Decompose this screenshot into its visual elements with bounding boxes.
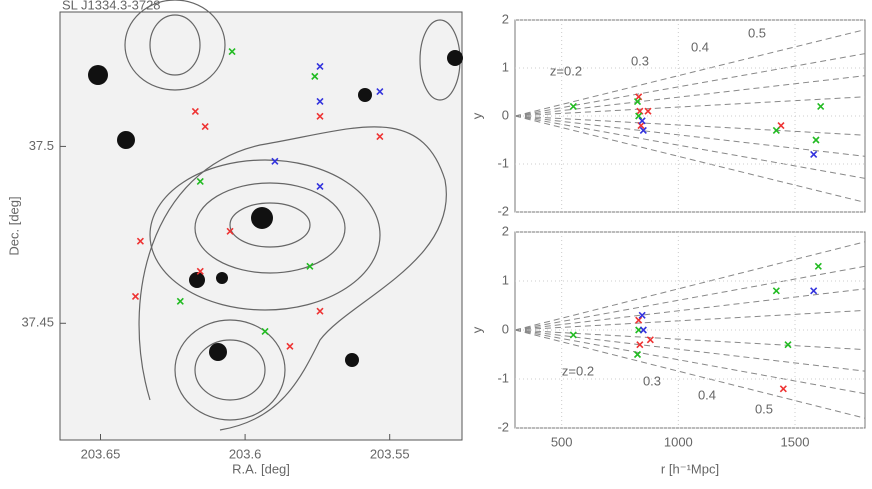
point: [376, 132, 384, 141]
y-axis-label: Dec. [deg]: [6, 196, 21, 255]
y-tick-label: 37.45: [21, 315, 54, 330]
point: [316, 112, 324, 120]
point: [286, 342, 294, 350]
y-tick-label: 0: [502, 321, 509, 336]
point: [311, 72, 319, 80]
point: [316, 182, 324, 190]
annotation: 0.5: [755, 401, 773, 416]
point: [638, 311, 646, 319]
point: [784, 341, 792, 349]
x-tick-label: 500: [551, 434, 573, 449]
point: [316, 97, 324, 106]
y-tick-label: 1: [502, 272, 509, 287]
point: [196, 267, 204, 275]
cone-line: [514, 75, 866, 117]
y-tick-label: -1: [497, 155, 509, 170]
x-tick-label: 203.65: [81, 446, 121, 461]
annotation: 0.4: [698, 387, 716, 402]
cone-line: [514, 329, 866, 372]
point: [569, 102, 577, 110]
chart-title: SL J1334.3-3728: [62, 0, 161, 12]
point: [633, 98, 642, 106]
point: [810, 150, 818, 158]
point: [271, 157, 279, 165]
point: [646, 336, 654, 344]
cone-line: [514, 329, 866, 419]
point: [196, 177, 204, 185]
point: [814, 262, 822, 270]
cone-line: [514, 115, 866, 136]
y-tick-label: 2: [502, 11, 509, 26]
x-tick-label: 203.55: [370, 446, 410, 461]
point: [639, 326, 647, 334]
point: [633, 350, 642, 359]
y-tick-label: 0: [502, 107, 509, 122]
point: [636, 341, 644, 349]
point: [131, 292, 140, 300]
annotation: 0.5: [748, 25, 766, 40]
point: [569, 331, 577, 339]
sky-image: [59, 0, 463, 441]
cone-line: [514, 96, 866, 117]
point: [779, 385, 787, 393]
point: [817, 102, 825, 110]
point: [316, 307, 324, 315]
y-tick-label: -1: [497, 370, 509, 385]
y-tick-label: -2: [497, 419, 509, 434]
cone-line: [514, 115, 866, 203]
annotation: z=0.2: [550, 63, 582, 78]
cone-line: [514, 241, 866, 331]
annotation: 0.3: [643, 373, 661, 388]
stars: [88, 50, 463, 367]
y-tick-label: 37.5: [29, 138, 54, 153]
x-tick-label: 1500: [781, 434, 810, 449]
y-tick-label: 1: [502, 59, 509, 74]
point: [638, 117, 646, 125]
point: [316, 62, 324, 71]
y-tick-label: 2: [502, 223, 509, 238]
point: [639, 126, 647, 134]
point: [191, 107, 199, 115]
point: [635, 316, 643, 324]
y-tick-label: -2: [497, 203, 509, 218]
x-tick-label: 203.6: [229, 446, 262, 461]
cone-line: [514, 309, 866, 331]
point: [176, 297, 184, 305]
point: [136, 237, 144, 245]
cone-line: [514, 288, 866, 331]
point: [228, 48, 236, 56]
point: [772, 287, 780, 295]
cone-line: [514, 29, 866, 117]
point: [635, 112, 643, 120]
point: [201, 123, 209, 131]
y-axis-label: y: [469, 326, 484, 333]
annotation: z=0.2: [562, 363, 594, 378]
x-tick-label: 1000: [664, 434, 693, 449]
point: [644, 107, 652, 115]
point: [772, 126, 780, 134]
point: [376, 88, 384, 96]
point: [812, 136, 820, 144]
cone-line: [514, 329, 866, 351]
annotation: 0.3: [631, 53, 649, 68]
cone-line: [514, 115, 866, 157]
point: [261, 327, 269, 335]
point: [226, 227, 234, 235]
point: [810, 287, 818, 295]
point: [306, 262, 314, 270]
x-axis-label: r [h⁻¹Mpc]: [661, 461, 719, 476]
annotation: 0.4: [691, 39, 709, 54]
y-axis-label: y: [469, 112, 484, 119]
x-axis-label: R.A. [deg]: [232, 461, 290, 476]
